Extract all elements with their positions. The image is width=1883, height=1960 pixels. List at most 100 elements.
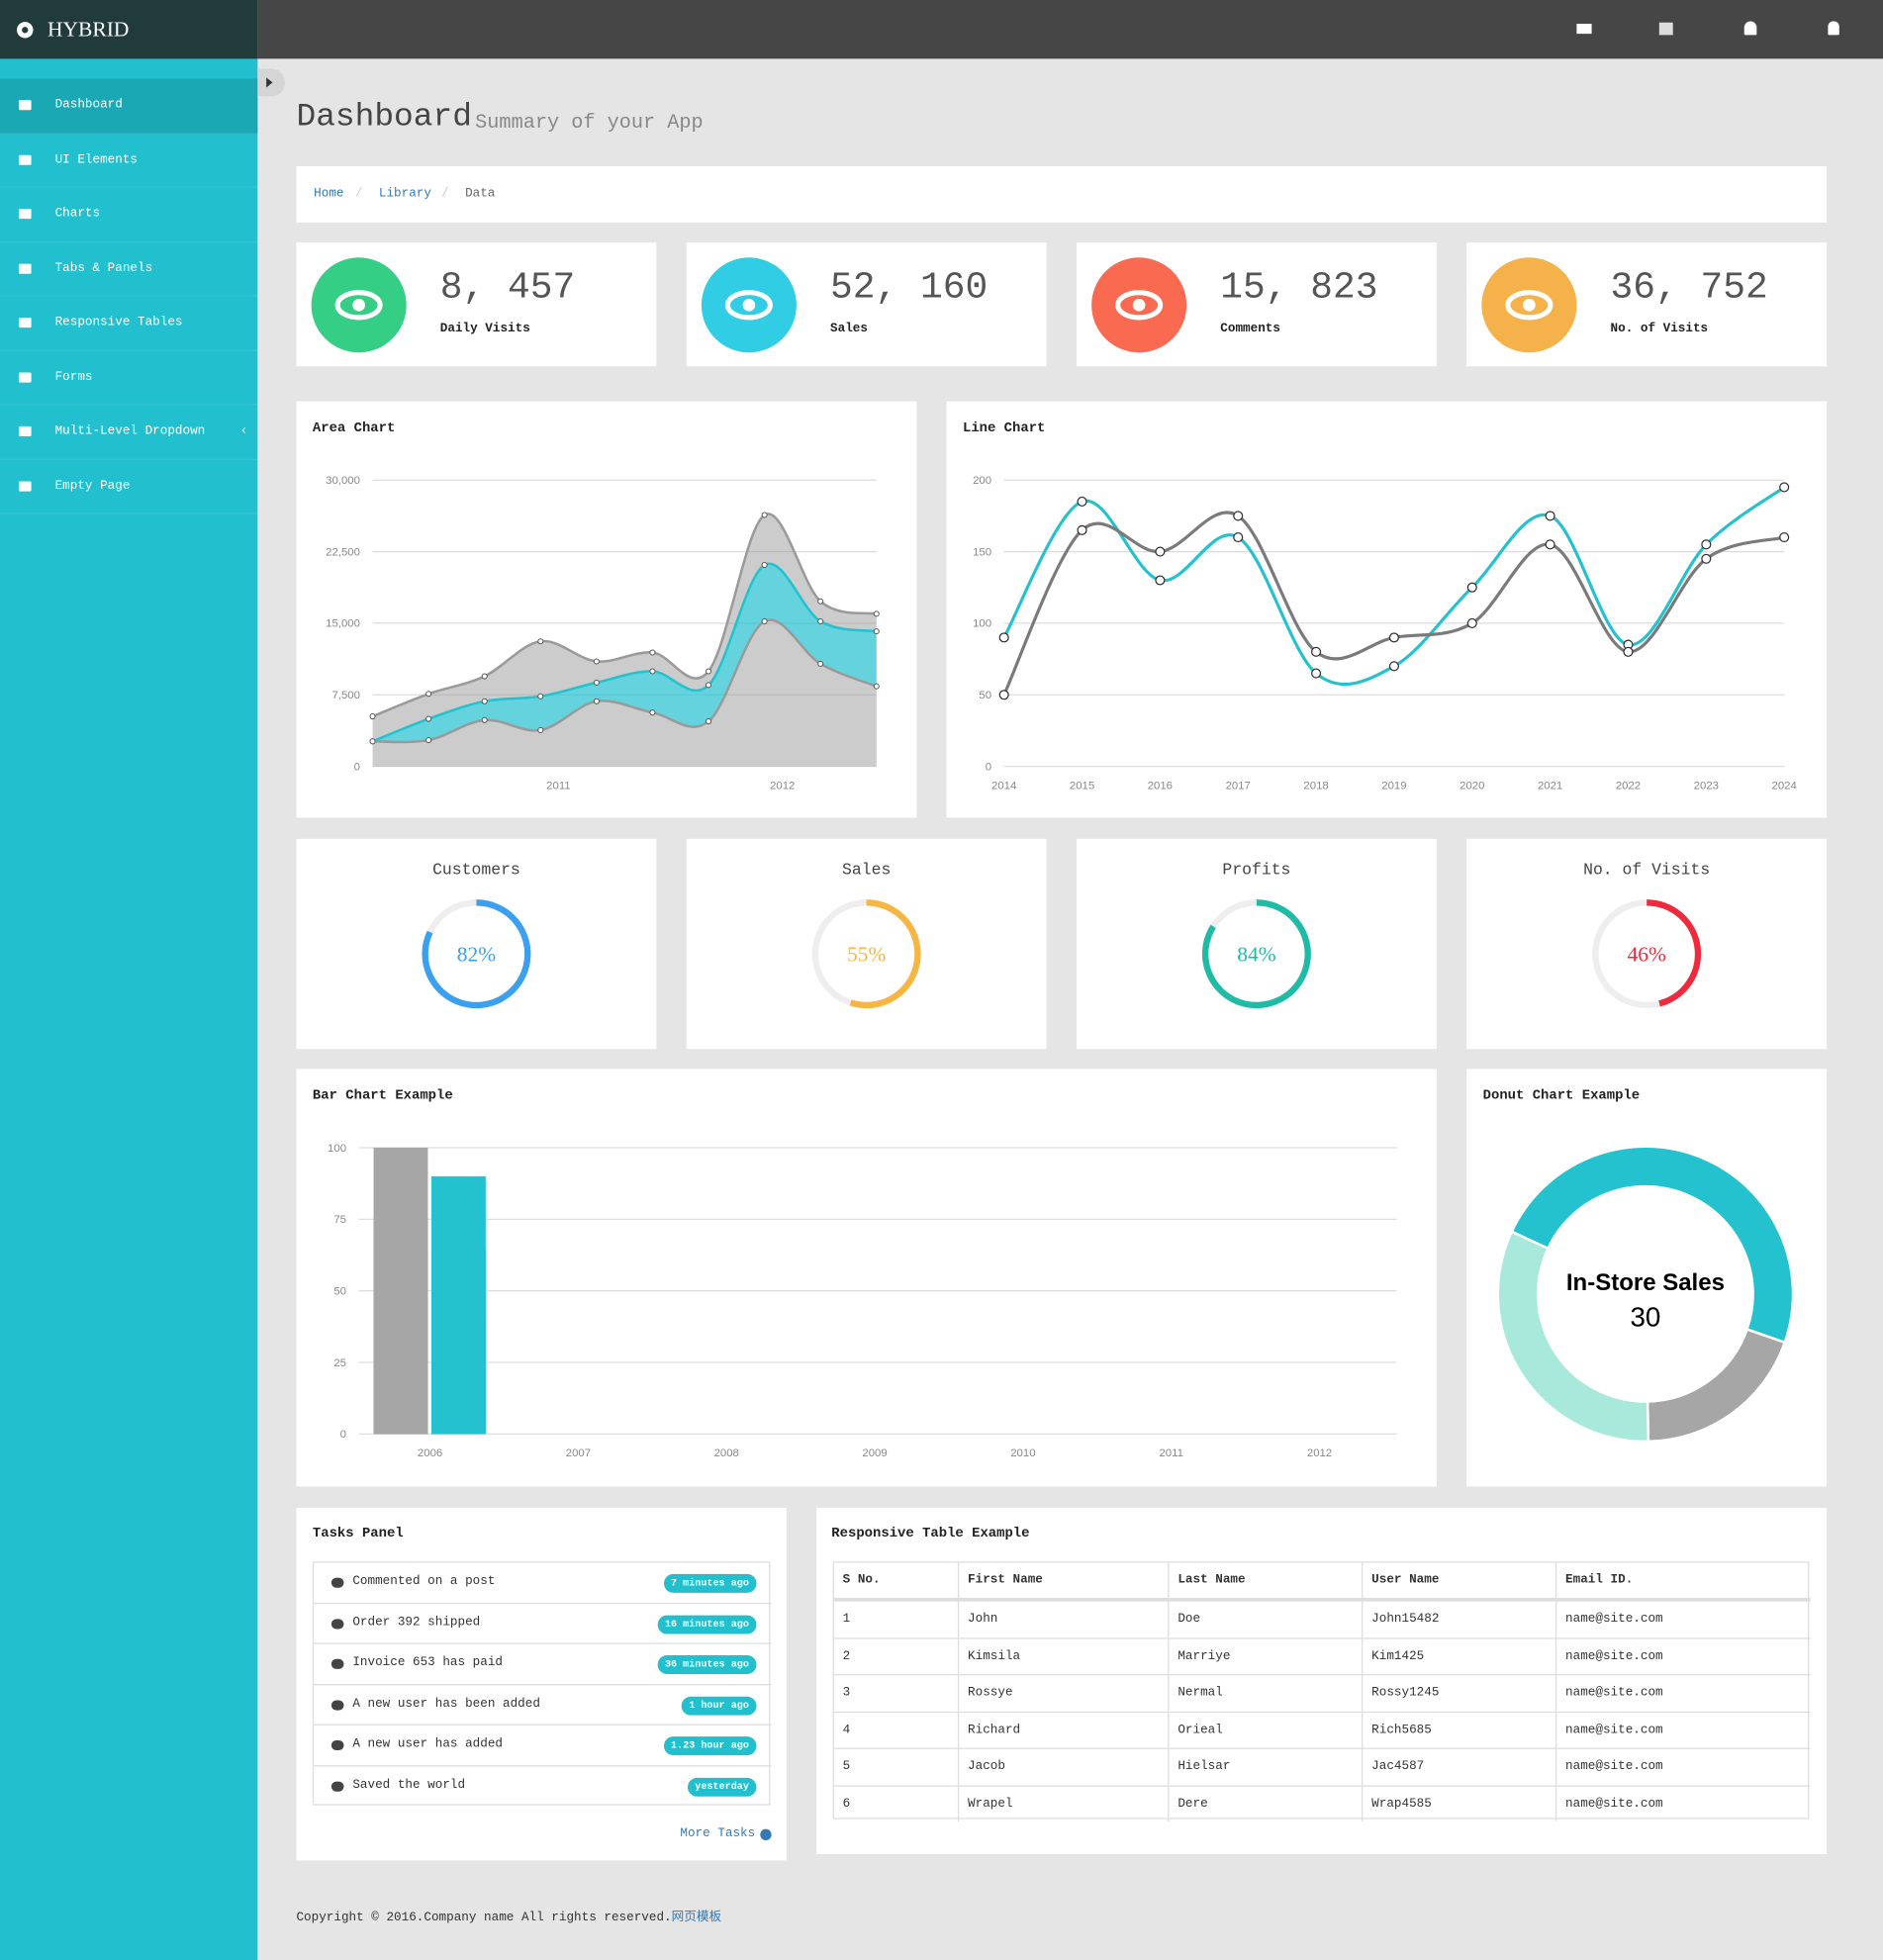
table-cell: John15482 [1363, 1600, 1557, 1637]
nav-item[interactable]: Multi-Level Dropdown ‹ [0, 405, 258, 460]
table-cell: Kimsila [959, 1636, 1170, 1674]
gauge-title: Profits [1222, 860, 1291, 880]
nav-chevron: ‹ [239, 424, 248, 439]
point [537, 726, 544, 733]
footer-text: Copyright © 2016.Company name All rights… [296, 1912, 672, 1925]
nav-label: Charts [54, 207, 101, 222]
table-cell: Rich5685 [1363, 1711, 1557, 1748]
point [593, 698, 600, 704]
breadcrumb: Home / Library / Data [296, 166, 1828, 223]
donut-value: 30 [1630, 1302, 1660, 1333]
nav-item[interactable]: Dashboard [0, 78, 258, 134]
panel-title: Tasks Panel [312, 1526, 404, 1542]
point [873, 610, 880, 617]
donut-segment [1510, 1145, 1795, 1345]
table-cell: Dere [1169, 1784, 1364, 1822]
point [817, 617, 824, 625]
x-tick-label: 2006 [418, 1447, 442, 1459]
table-cell: name@site.com [1556, 1636, 1811, 1674]
gauge: 46% [1592, 899, 1702, 1009]
y-tick-label: 0 [986, 761, 991, 773]
footer: Copyright © 2016.Company name All rights… [296, 1906, 721, 1925]
table-cell: name@site.com [1556, 1747, 1811, 1785]
card-icon [1481, 257, 1577, 353]
point [649, 668, 656, 675]
x-tick-label: 2012 [770, 780, 795, 792]
nav-item[interactable]: Empty Page [0, 459, 258, 514]
card-value: 52, 160 [830, 267, 989, 311]
table-header: S No. [833, 1562, 960, 1601]
nav-icon [18, 425, 32, 436]
nav-item[interactable]: Responsive Tables [0, 296, 258, 351]
glyph [742, 299, 756, 312]
table-cell: 4 [833, 1711, 960, 1748]
table-cell: John [959, 1600, 1170, 1637]
breadcrumb-link[interactable]: Library [378, 187, 431, 202]
nav-item[interactable]: Forms [0, 350, 258, 406]
point [1466, 617, 1477, 628]
brand-name: HYBRID [47, 17, 130, 42]
brand[interactable]: HYBRID [0, 0, 258, 59]
task-icon [330, 1577, 344, 1588]
table-cell: name@site.com [1556, 1600, 1811, 1636]
task-item: Commented on a post 7 minutes ago [314, 1563, 772, 1604]
point [1233, 532, 1244, 543]
point [425, 691, 432, 698]
x-tick-label: 2014 [991, 780, 1016, 792]
panel-title: Donut Chart Example [1482, 1088, 1641, 1104]
gauge-title: No. of Visits [1583, 860, 1711, 880]
gauge-label: 84% [1237, 943, 1275, 967]
donut-segment [1496, 1230, 1650, 1444]
nav-label: Multi-Level Dropdown [54, 424, 206, 439]
footer-link[interactable]: 网页模板 [671, 1910, 722, 1924]
point [873, 628, 880, 635]
area-chart-panel: Area Chart 0 7,500 15,000 22,500 30,000 2011 20… [296, 401, 917, 818]
mail-icon[interactable] [1576, 24, 1592, 35]
y-tick-label: 30,000 [326, 475, 360, 487]
glyph [352, 299, 365, 312]
panel-title: Line Chart [962, 420, 1046, 436]
nav-icon [18, 100, 32, 111]
bell-icon[interactable] [1743, 21, 1757, 36]
table-header: Last Name [1169, 1562, 1364, 1601]
tasks-icon[interactable] [1658, 22, 1673, 36]
arrow-icon [760, 1828, 772, 1841]
point [873, 683, 880, 690]
nav-item[interactable]: Charts [0, 188, 258, 242]
card-label: Daily Visits [439, 323, 530, 336]
task-icon [330, 1658, 344, 1669]
task-text: Commented on a post [352, 1575, 496, 1590]
table-cell: Nermal [1169, 1673, 1364, 1712]
nav-item[interactable]: Tabs & Panels [0, 242, 258, 297]
nav-label: Tabs & Panels [54, 261, 153, 276]
icon-glyph [1115, 290, 1164, 321]
task-time: 1.23 hour ago [663, 1736, 757, 1756]
gauge-title: Sales [842, 860, 892, 880]
point [1545, 539, 1555, 550]
nav-icon [18, 317, 32, 328]
point [537, 693, 544, 700]
point [481, 673, 488, 680]
task-text: A new user has been added [352, 1697, 540, 1712]
breadcrumb-link[interactable]: Home [314, 187, 344, 202]
y-tick-label: 0 [354, 761, 360, 773]
card-icon [311, 257, 407, 353]
task-time: 16 minutes ago [657, 1614, 757, 1633]
more-tasks-link[interactable]: More Tasks [680, 1827, 756, 1842]
table-cell: Wrapel [959, 1784, 1170, 1822]
toggle-button[interactable] [257, 68, 286, 97]
point [369, 738, 376, 745]
point [1233, 511, 1244, 521]
y-tick-label: 75 [333, 1214, 346, 1226]
chart: 0 50 100 150 200 2014 2015 2016 2017 2018 2019 2020… [973, 475, 1797, 792]
x-tick-label: 2019 [1381, 780, 1406, 792]
point [369, 713, 376, 720]
table-panel: Responsive Table Example S No. First Name… [816, 1507, 1828, 1854]
nav-item[interactable]: UI Elements [0, 134, 258, 188]
donut-segment [1646, 1327, 1787, 1444]
point [1388, 632, 1399, 643]
user-icon[interactable] [1828, 21, 1839, 36]
card-label: Comments [1220, 323, 1280, 336]
task-item: A new user has been added 1 hour ago [314, 1685, 772, 1726]
